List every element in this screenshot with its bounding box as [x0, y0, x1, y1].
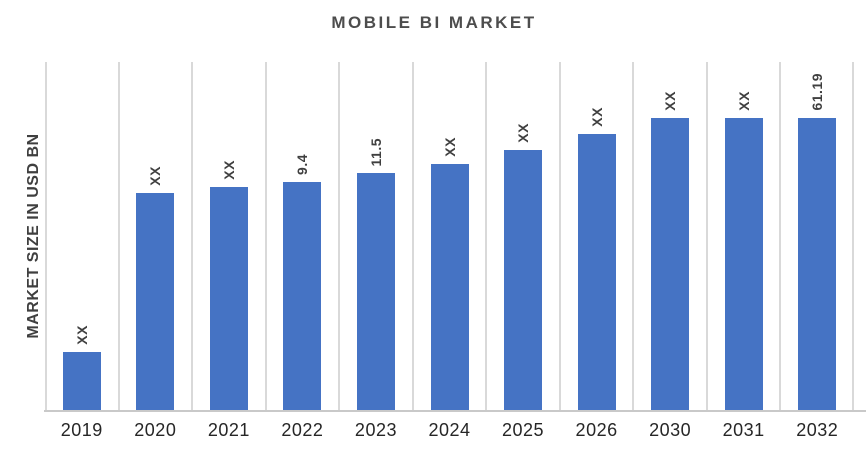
vertical-gridline	[852, 62, 854, 411]
bar-label-2021: XX	[220, 160, 237, 180]
x-tick-2021: 2021	[207, 420, 250, 440]
x-axis-line	[44, 410, 866, 412]
vertical-gridline	[338, 62, 341, 411]
bar-2032	[798, 118, 837, 411]
bar-2020	[136, 193, 175, 411]
x-tick-2032: 2032	[796, 420, 839, 440]
bar-2026	[577, 134, 616, 411]
bar-label-2020: XX	[147, 166, 164, 186]
bar-label-2022: 9.4	[294, 154, 311, 175]
bar-label-2030: XX	[662, 91, 679, 111]
vertical-gridline	[191, 62, 194, 411]
vertical-gridline	[117, 62, 120, 411]
vertical-gridline	[779, 62, 782, 411]
x-tick-2026: 2026	[575, 420, 618, 440]
vertical-gridline	[632, 62, 635, 411]
vertical-gridline	[264, 62, 267, 411]
bar-label-2032: 61.19	[809, 73, 826, 111]
bar-2022	[283, 182, 322, 411]
x-tick-2020: 2020	[134, 420, 177, 440]
bar-2024	[430, 164, 469, 411]
x-axis-ticks: 2019 2020 2021 2022 2023 2024 2025 2026 2030 2031…	[45, 420, 854, 448]
vertical-gridline	[411, 62, 414, 411]
bar-2031	[724, 118, 763, 411]
bar-label-2031: XX	[735, 91, 752, 111]
y-axis-label: MARKET SIZE IN USD BN	[25, 133, 42, 339]
x-tick-2030: 2030	[649, 420, 692, 440]
bar-2021	[209, 187, 248, 411]
bar-2025	[504, 150, 543, 411]
x-tick-2031: 2031	[722, 420, 765, 440]
x-tick-2022: 2022	[281, 420, 324, 440]
vertical-gridline	[558, 62, 561, 411]
x-tick-2023: 2023	[354, 420, 397, 440]
x-tick-2025: 2025	[502, 420, 545, 440]
vertical-gridline	[705, 62, 708, 411]
bar-label-2024: XX	[441, 137, 458, 157]
bar-label-2023: 11.5	[367, 137, 384, 166]
bar-2019	[62, 352, 101, 411]
x-tick-2019: 2019	[60, 420, 103, 440]
bar-2023	[356, 173, 395, 411]
vertical-gridline	[45, 62, 47, 411]
bar-label-2025: XX	[515, 123, 532, 143]
chart-title: MOBILE BI MARKET	[331, 13, 537, 32]
bar-label-2019: XX	[73, 325, 90, 345]
plot-area: XX XX XX 9.4 11.5 XX XX XX XX XX 61.19	[45, 62, 854, 411]
x-tick-2024: 2024	[428, 420, 471, 440]
vertical-gridline	[485, 62, 488, 411]
bar-label-2026: XX	[588, 107, 605, 127]
bar-2030	[651, 118, 690, 411]
